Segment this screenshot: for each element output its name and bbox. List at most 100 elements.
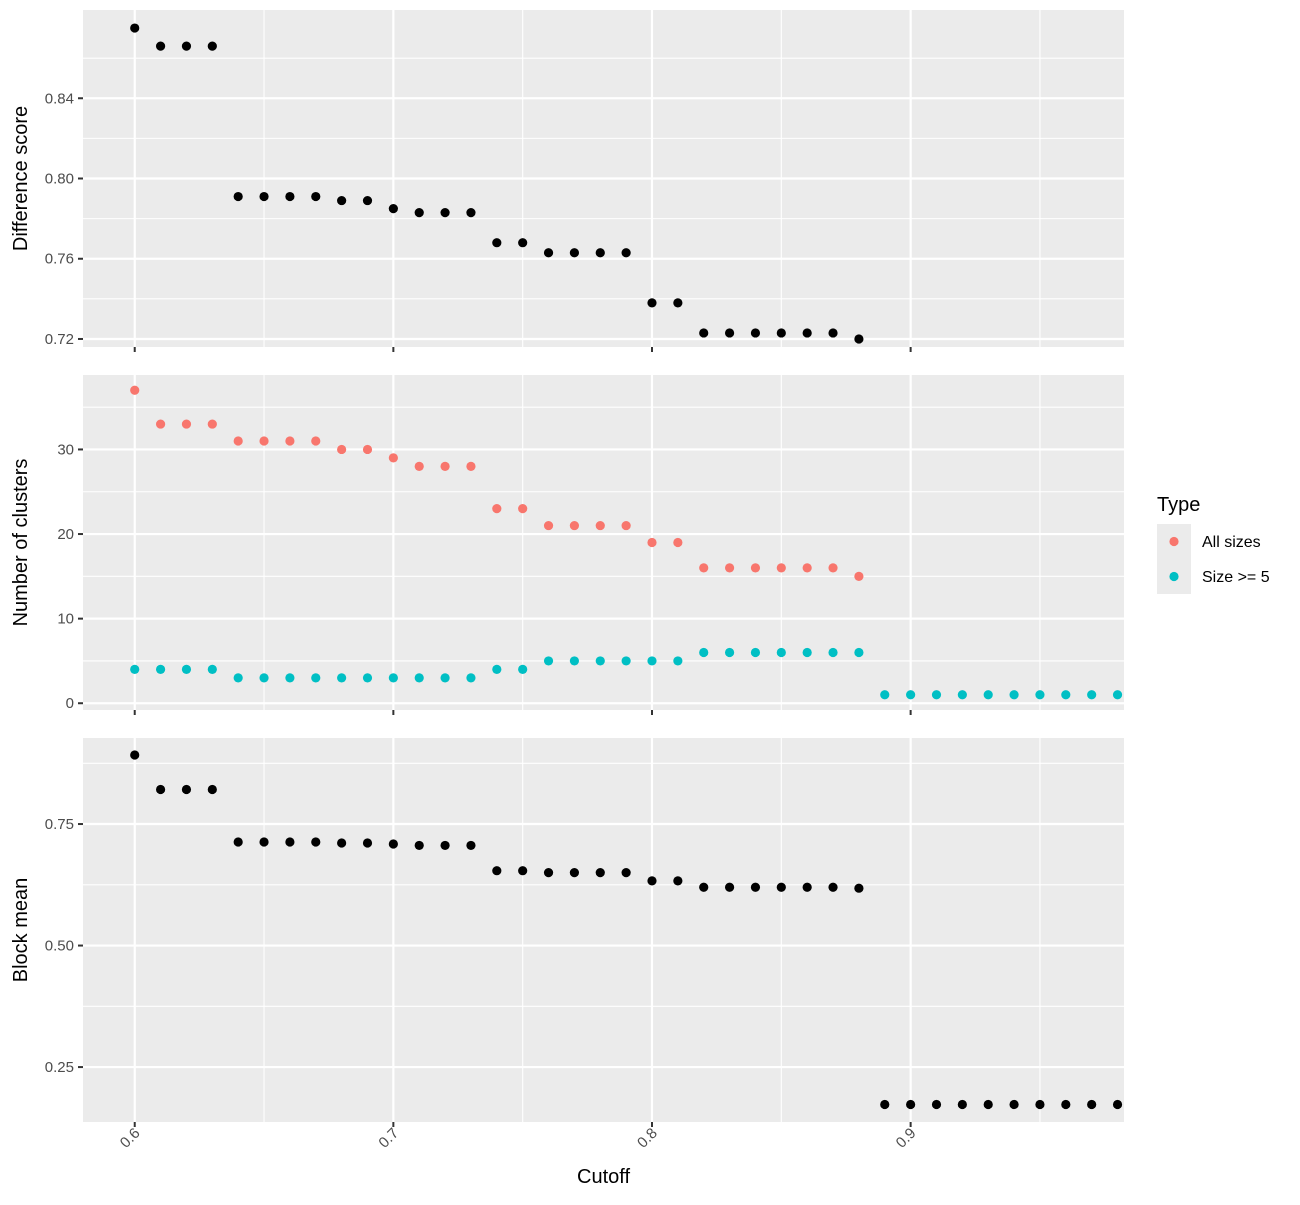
data-point bbox=[388, 673, 398, 683]
data-point bbox=[1061, 690, 1071, 700]
y-tick-label: 10 bbox=[57, 611, 74, 628]
y-tick-label: 0.50 bbox=[45, 938, 74, 955]
data-point bbox=[750, 647, 761, 658]
data-point bbox=[155, 419, 166, 429]
data-point bbox=[311, 191, 321, 202]
data-point bbox=[699, 563, 709, 573]
panel-1: 0.72 0.76 0.80 0.84 Difference score bbox=[10, 10, 1124, 352]
data-point bbox=[440, 208, 450, 218]
data-point bbox=[724, 563, 735, 573]
data-point bbox=[337, 838, 347, 848]
data-points bbox=[130, 385, 1123, 700]
data-point bbox=[621, 520, 631, 531]
x-axis: 0.6 0.7 0.8 0.9 Cutoff bbox=[117, 1125, 920, 1188]
data-point bbox=[207, 664, 217, 674]
data-point bbox=[569, 656, 580, 666]
data-point bbox=[724, 328, 735, 338]
data-point bbox=[181, 419, 192, 429]
legend: Type All sizes Size >= 5 bbox=[1157, 494, 1270, 594]
data-point bbox=[466, 461, 476, 471]
data-point bbox=[388, 203, 398, 214]
data-points bbox=[130, 750, 1123, 1110]
data-point bbox=[828, 882, 838, 892]
data-point bbox=[259, 191, 269, 202]
panel-2: 0 10 20 30 Number of clusters bbox=[10, 375, 1124, 715]
y-tick-label: 30 bbox=[57, 441, 74, 458]
data-point bbox=[543, 248, 554, 258]
y-tick-label: 0.75 bbox=[45, 816, 74, 833]
data-point bbox=[595, 520, 605, 531]
data-point bbox=[362, 673, 373, 683]
data-point bbox=[595, 656, 605, 666]
data-point bbox=[518, 866, 528, 876]
data-point bbox=[285, 673, 295, 683]
data-point bbox=[181, 41, 192, 51]
data-point bbox=[518, 238, 528, 248]
data-point bbox=[1112, 690, 1123, 700]
data-point bbox=[673, 656, 683, 666]
data-point bbox=[983, 690, 993, 700]
data-point bbox=[750, 882, 761, 892]
data-point bbox=[440, 673, 450, 683]
data-point bbox=[802, 328, 812, 338]
panel-background bbox=[83, 375, 1124, 710]
panels: 0.72 0.76 0.80 0.84 Difference score 0 10 20 30 N… bbox=[10, 10, 1124, 1127]
data-point bbox=[543, 868, 554, 878]
data-point bbox=[776, 328, 786, 338]
data-point bbox=[1035, 690, 1045, 700]
data-point bbox=[957, 1099, 967, 1110]
data-point bbox=[983, 1099, 993, 1110]
data-point bbox=[440, 840, 450, 851]
x-tick-label: 0.9 bbox=[893, 1125, 920, 1152]
data-point bbox=[802, 882, 812, 892]
data-point bbox=[673, 298, 683, 308]
data-point bbox=[828, 647, 838, 658]
data-point bbox=[880, 1099, 890, 1110]
data-point bbox=[828, 328, 838, 338]
data-point bbox=[595, 868, 605, 878]
data-point bbox=[776, 647, 786, 658]
data-point bbox=[518, 504, 528, 514]
data-point bbox=[595, 248, 605, 258]
data-point bbox=[259, 837, 269, 847]
data-point bbox=[414, 673, 424, 683]
data-point bbox=[362, 444, 373, 455]
panel-3: 0.25 0.50 0.75 Block mean bbox=[10, 738, 1124, 1127]
data-point bbox=[207, 784, 217, 795]
data-point bbox=[337, 673, 347, 683]
data-point bbox=[1035, 1099, 1045, 1110]
data-point bbox=[311, 837, 321, 847]
data-point bbox=[233, 837, 243, 847]
x-axis-title: Cutoff bbox=[577, 1166, 630, 1188]
y-tick-label: 0.76 bbox=[45, 251, 74, 268]
data-point bbox=[492, 664, 502, 674]
x-tick-label: 0.6 bbox=[117, 1125, 144, 1152]
legend-label: Size >= 5 bbox=[1202, 569, 1270, 586]
data-point bbox=[1087, 1099, 1097, 1110]
data-point bbox=[647, 656, 657, 666]
legend-swatch bbox=[1169, 536, 1179, 547]
y-tick-label: 0.80 bbox=[45, 171, 74, 188]
data-point bbox=[388, 453, 398, 463]
data-point bbox=[414, 461, 424, 471]
data-point bbox=[647, 537, 657, 548]
data-point bbox=[311, 673, 321, 683]
data-point bbox=[207, 419, 217, 429]
data-point bbox=[181, 784, 192, 795]
y-tick-label: 0 bbox=[66, 695, 74, 712]
y-axis-title: Number of clusters bbox=[10, 459, 32, 627]
data-point bbox=[699, 882, 709, 892]
data-point bbox=[750, 563, 761, 573]
data-point bbox=[854, 334, 864, 344]
data-point bbox=[233, 191, 243, 202]
data-point bbox=[699, 647, 709, 658]
data-point bbox=[854, 571, 864, 581]
data-point bbox=[621, 868, 631, 878]
data-point bbox=[621, 656, 631, 666]
data-point bbox=[1009, 1099, 1019, 1110]
data-point bbox=[569, 520, 580, 531]
y-axis-title: Difference score bbox=[10, 106, 32, 251]
data-point bbox=[699, 328, 709, 338]
data-point bbox=[1009, 690, 1019, 700]
